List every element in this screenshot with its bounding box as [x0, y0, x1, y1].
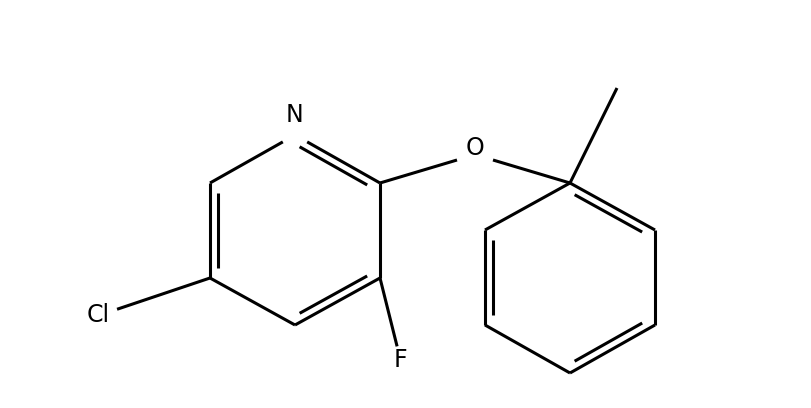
Text: Cl: Cl	[86, 303, 109, 327]
Text: N: N	[285, 103, 303, 127]
Text: O: O	[465, 136, 484, 160]
Text: F: F	[393, 348, 406, 372]
